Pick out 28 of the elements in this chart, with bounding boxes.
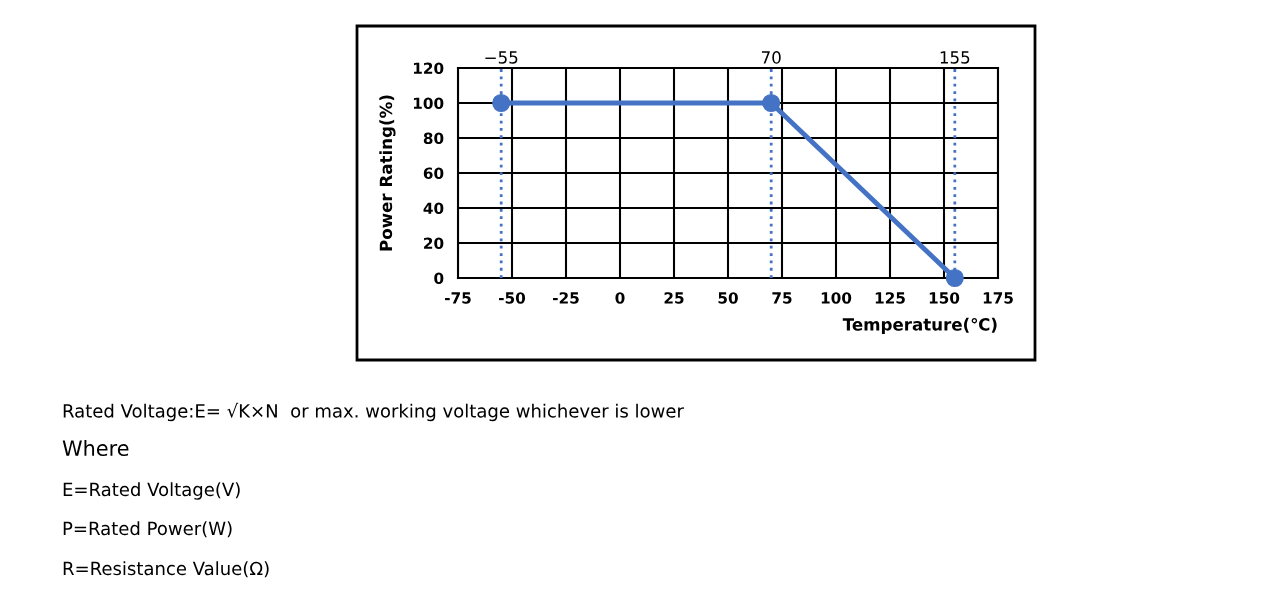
ref-line-label: 70 xyxy=(761,51,781,64)
x-tick-label: 75 xyxy=(772,292,792,304)
x-tick-label: 0 xyxy=(615,292,625,304)
y-tick-label: 0 xyxy=(434,272,444,285)
y-tick-label: 80 xyxy=(423,132,444,145)
text: R=Resistance Value(Ω) xyxy=(63,561,269,578)
x-tick-label: -50 xyxy=(499,292,526,304)
y-tick-label: 20 xyxy=(424,237,444,250)
x-tick-label: 100 xyxy=(821,292,852,304)
text: Rated Voltage:E= √K×N or max. working voltage whichever is lower xyxy=(63,402,684,422)
x-tick-label: 25 xyxy=(664,292,684,304)
y-tick-label: 40 xyxy=(423,202,444,215)
y-tick-label: 120 xyxy=(413,62,444,75)
text: E=Rated Voltage(V) xyxy=(63,482,240,500)
x-tick-label: -75 xyxy=(445,292,471,304)
x-axis-title: Temperature(℃) xyxy=(842,317,997,334)
x-tick-label: 175 xyxy=(983,292,1013,304)
text: Where xyxy=(62,439,129,457)
x-tick-label: 150 xyxy=(929,292,960,304)
y-tick-label: 60 xyxy=(423,167,444,180)
y-axis-title: Power Rating(%) xyxy=(379,95,396,251)
text: P=Rated Power(W) xyxy=(63,521,232,538)
ref-line-label: 155 xyxy=(940,51,970,64)
x-tick-label: -25 xyxy=(553,292,579,304)
y-tick-label: 100 xyxy=(413,97,444,110)
x-tick-label: 125 xyxy=(875,292,905,304)
ref-line-label: −55 xyxy=(485,51,518,64)
x-tick-label: 50 xyxy=(718,292,738,304)
